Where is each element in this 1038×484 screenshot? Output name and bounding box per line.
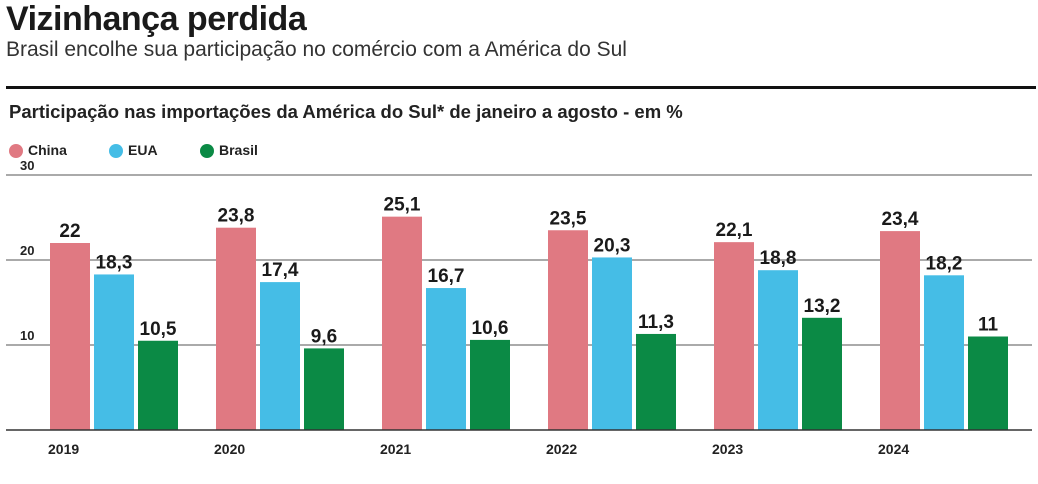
x-tick-label-2019: 2019 — [48, 441, 79, 457]
bar-china-2023 — [714, 242, 754, 430]
x-tick-label-2020: 2020 — [214, 441, 245, 457]
data-label-eua-2019: 18,3 — [96, 252, 133, 273]
bar-eua-2023 — [758, 270, 798, 430]
bar-china-2019 — [50, 243, 90, 430]
legend-label-brasil: Brasil — [219, 142, 258, 158]
x-tick-label-2024: 2024 — [878, 441, 909, 457]
data-label-china-2019: 22 — [59, 221, 80, 242]
bar-china-2022 — [548, 230, 588, 430]
bar-eua-2021 — [426, 288, 466, 430]
bar-brasil-2020 — [304, 348, 344, 430]
bar-brasil-2024 — [968, 336, 1008, 430]
data-label-brasil-2020: 9,6 — [311, 326, 337, 347]
data-label-brasil-2019: 10,5 — [140, 319, 177, 340]
bar-china-2021 — [382, 216, 422, 430]
legend-swatch-eua — [109, 144, 123, 158]
data-label-brasil-2024: 11 — [978, 315, 999, 336]
chart-title: Vizinhança perdida — [6, 0, 307, 38]
data-label-china-2024: 23,4 — [882, 209, 919, 230]
data-label-eua-2024: 18,2 — [926, 253, 963, 274]
data-label-china-2021: 25,1 — [384, 195, 421, 216]
chart-heading: Participação nas importações da América … — [9, 101, 683, 122]
bar-brasil-2019 — [138, 340, 178, 430]
title-divider — [6, 86, 1036, 89]
bar-brasil-2022 — [636, 333, 676, 430]
legend-label-eua: EUA — [128, 142, 158, 158]
data-label-brasil-2022: 11,3 — [638, 312, 674, 333]
y-tick-label: 30 — [20, 158, 34, 173]
data-label-brasil-2021: 10,6 — [472, 318, 509, 339]
data-label-eua-2022: 20,3 — [594, 235, 631, 256]
bar-eua-2019 — [94, 274, 134, 430]
y-tick-label: 20 — [20, 243, 34, 258]
bar-china-2020 — [216, 227, 256, 430]
y-tick-label: 10 — [20, 328, 34, 343]
data-label-china-2023: 22,1 — [716, 220, 753, 241]
bar-eua-2022 — [592, 257, 632, 430]
legend-swatch-china — [9, 144, 23, 158]
data-label-eua-2021: 16,7 — [428, 266, 465, 287]
x-tick-label-2022: 2022 — [546, 441, 577, 457]
data-label-china-2020: 23,8 — [218, 206, 255, 227]
bar-brasil-2021 — [470, 339, 510, 430]
data-label-china-2022: 23,5 — [550, 208, 587, 229]
legend-swatch-brasil — [200, 144, 214, 158]
bar-eua-2024 — [924, 275, 964, 430]
data-label-eua-2023: 18,8 — [760, 248, 797, 269]
bar-china-2024 — [880, 231, 920, 430]
bar-eua-2020 — [260, 282, 300, 430]
x-tick-label-2021: 2021 — [380, 441, 411, 457]
x-tick-label-2023: 2023 — [712, 441, 743, 457]
chart-subtitle: Brasil encolhe sua participação no comér… — [6, 38, 627, 61]
legend-label-china: China — [28, 142, 67, 158]
data-label-eua-2020: 17,4 — [262, 260, 299, 281]
data-label-brasil-2023: 13,2 — [804, 296, 841, 317]
bar-brasil-2023 — [802, 317, 842, 430]
